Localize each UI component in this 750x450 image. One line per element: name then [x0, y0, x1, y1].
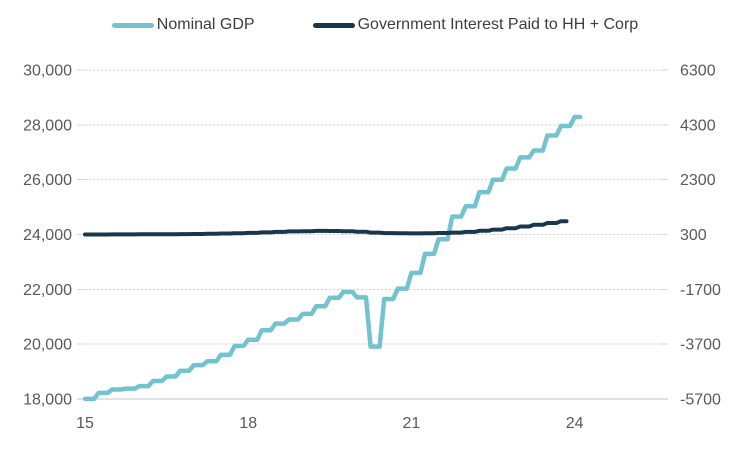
- y-axis-label-right: 4300: [680, 117, 716, 134]
- legend-label-nominal-gdp: Nominal GDP: [156, 16, 255, 33]
- y-axis-label-left: 20,000: [23, 337, 72, 354]
- chart-legend: Nominal GDP Government Interest Paid to …: [0, 16, 750, 34]
- y-axis-label-left: 30,000: [23, 63, 72, 80]
- govt-interest-line-swatch-icon: [312, 22, 355, 28]
- y-axis-label-left: 18,000: [23, 392, 72, 409]
- y-axis-label-right: 300: [680, 227, 707, 244]
- y-axis-label-left: 24,000: [23, 227, 72, 244]
- y-axis-label-left: 28,000: [23, 117, 72, 134]
- y-axis-label-left: 22,000: [23, 282, 72, 299]
- x-axis-label: 15: [76, 415, 94, 432]
- x-axis-label: 18: [239, 415, 257, 432]
- legend-label-govt-interest: Government Interest Paid to HH + Corp: [357, 16, 639, 33]
- y-axis-label-right: -5700: [680, 392, 721, 409]
- y-axis-label-right: 6300: [680, 63, 716, 80]
- y-axis-label-right: -3700: [680, 337, 721, 354]
- legend-item-govt-interest: Government Interest Paid to HH + Corp: [312, 16, 639, 34]
- x-axis-label: 24: [566, 415, 584, 432]
- legend-item-nominal-gdp: Nominal GDP: [111, 16, 255, 34]
- x-axis-label: 21: [403, 415, 421, 432]
- nominal-gdp-line-swatch-icon: [111, 22, 154, 28]
- series-line-government-interest-paid-to-hh-corp: [83, 219, 569, 237]
- y-axis-label-right: 2300: [680, 172, 716, 189]
- y-axis-label-left: 26,000: [23, 172, 72, 189]
- y-axis-label-right: -1700: [680, 282, 721, 299]
- series-line-nominal-gdp: [82, 114, 583, 402]
